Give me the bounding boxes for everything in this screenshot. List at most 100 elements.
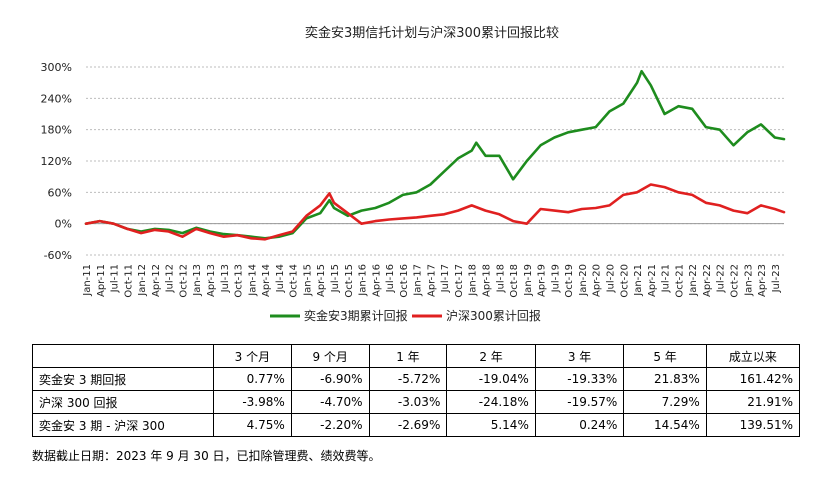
table-cell: -6.90%: [290, 367, 370, 391]
table-cell: 161.42%: [705, 367, 801, 391]
table-header-row: 3 个月 9 个月 1 年 2 年 3 年 5 年 成立以来: [32, 344, 801, 368]
y-tick-label: -60%: [44, 249, 72, 262]
x-tick-label: Jul-13: [220, 264, 231, 293]
table-cell: -19.33%: [534, 367, 625, 391]
x-tick-label: Jan-13: [192, 264, 203, 297]
legend-label: 奕金安3期累计回报: [304, 308, 408, 323]
table-header-cell: 2 年: [446, 344, 536, 368]
data-date-note: 数据截止日期：2023 年 9 月 30 日，已扣除管理费、绩效费等。: [32, 449, 381, 463]
table-cell: 7.29%: [623, 390, 707, 414]
x-tick-label: Oct-19: [564, 264, 575, 298]
x-tick-label: Oct-14: [289, 264, 300, 298]
x-tick-label: Oct-21: [674, 264, 685, 298]
x-tick-label: Jul-17: [440, 264, 451, 293]
table-cell: 21.83%: [623, 367, 707, 391]
x-tick-label: Oct-12: [178, 264, 189, 298]
x-tick-label: Jul-14: [275, 264, 286, 293]
table-header-cell: 5 年: [623, 344, 707, 368]
table-cell: -5.72%: [368, 367, 448, 391]
x-tick-label: Jan-17: [413, 264, 424, 297]
x-tick-label: Oct-17: [454, 264, 465, 298]
x-tick-label: Apr-19: [537, 264, 548, 297]
x-tick-label: Apr-14: [261, 264, 272, 297]
x-tick-label: Apr-17: [426, 264, 437, 297]
table-header-cell: 3 年: [534, 344, 625, 368]
x-tick-label: Apr-18: [482, 264, 493, 297]
table-cell: -3.03%: [368, 390, 448, 414]
x-tick-label: Jul-11: [110, 264, 121, 293]
x-tick-label: Jul-15: [330, 264, 341, 293]
table-header-cell: [32, 344, 214, 368]
table-row: 奕金安 3 期回报 0.77% -6.90% -5.72% -19.04% -1…: [32, 367, 801, 391]
y-tick-label: 240%: [41, 92, 72, 105]
legend-label: 沪深300累计回报: [446, 308, 541, 323]
x-tick-label: Jul-16: [385, 264, 396, 293]
table-header-cell: 成立以来: [705, 344, 801, 368]
x-tick-label: Jan-23: [743, 264, 754, 297]
table-cell: -19.04%: [446, 367, 536, 391]
chart-title: 奕金安3期信托计划与沪深300累计回报比较: [305, 25, 559, 41]
series-line: [84, 69, 786, 240]
table-cell: 4.75%: [213, 413, 292, 437]
table-header-cell: 1 年: [368, 344, 448, 368]
table-cell: 14.54%: [623, 413, 707, 437]
legend: 奕金安3期累计回报 沪深300累计回报: [270, 308, 541, 323]
x-tick-label: Apr-13: [206, 264, 217, 297]
x-tick-label: Oct-20: [619, 264, 630, 298]
x-tick-label: Apr-12: [151, 264, 162, 297]
table-cell: 0.77%: [213, 367, 292, 391]
x-tick-label: Jan-11: [82, 264, 93, 297]
table-cell: 139.51%: [705, 413, 801, 437]
y-tick-label: 300%: [41, 61, 72, 74]
table-row-label: 沪深 300 回报: [32, 390, 214, 414]
table-header-cell: 3 个月: [213, 344, 292, 368]
y-tick-label: 60%: [48, 186, 72, 199]
x-tick-label: Apr-23: [757, 264, 768, 297]
x-tick-label: Jul-12: [165, 264, 176, 293]
x-tick-label: Oct-16: [399, 264, 410, 298]
x-tick-label: Jan-18: [468, 264, 479, 297]
x-tick-label: Oct-18: [509, 264, 520, 298]
x-tick-label: Oct-13: [234, 264, 245, 298]
x-tick-label: Jan-12: [137, 264, 148, 297]
series-lines: [84, 69, 786, 241]
returns-table: 3 个月 9 个月 1 年 2 年 3 年 5 年 成立以来 奕金安 3 期回报…: [32, 344, 801, 437]
x-tick-label: Apr-21: [647, 264, 658, 297]
x-axis: Jan-11 Apr-11 Jul-11 Oct-11 Jan-12 Apr-12 Jul-…: [82, 223, 784, 298]
table-cell: -2.69%: [368, 413, 448, 437]
y-tick-label: 180%: [41, 124, 72, 137]
table-cell: 21.91%: [705, 390, 801, 414]
x-tick-label: Jan-14: [247, 264, 258, 297]
x-tick-label: Apr-11: [96, 264, 107, 297]
table-row-label: 奕金安 3 期回报: [32, 367, 214, 391]
cumulative-return-chart: 奕金安3期信托计划与沪深300累计回报比较 -60% 0% 60% 120% 180% 2…: [41, 25, 786, 323]
x-tick-label: Apr-20: [592, 264, 603, 297]
table-row: 奕金安 3 期 - 沪深 300 4.75% -2.20% -2.69% 5.1…: [32, 413, 801, 437]
y-tick-label: 120%: [41, 155, 72, 168]
table-cell: -3.98%: [213, 390, 292, 414]
x-tick-label: Jul-19: [550, 264, 561, 293]
table-header-cell: 9 个月: [290, 344, 370, 368]
table-cell: -19.57%: [534, 390, 625, 414]
x-tick-label: Jan-19: [523, 264, 534, 297]
table-cell: -24.18%: [446, 390, 536, 414]
x-tick-label: Jul-22: [716, 264, 727, 293]
x-tick-label: Jan-20: [578, 264, 589, 297]
series-line: [84, 183, 786, 241]
table-cell: -2.20%: [290, 413, 370, 437]
x-tick-label: Jul-21: [661, 264, 672, 293]
table-row-label: 奕金安 3 期 - 沪深 300: [32, 413, 214, 437]
table-cell: -4.70%: [290, 390, 370, 414]
table-cell: 0.24%: [534, 413, 625, 437]
x-tick-label: Apr-22: [702, 264, 713, 297]
x-tick-label: Jan-22: [688, 264, 699, 297]
x-tick-label: Oct-11: [123, 264, 134, 298]
x-tick-label: Jul-18: [495, 264, 506, 293]
x-tick-label: Jan-16: [358, 264, 369, 297]
y-axis: -60% 0% 60% 120% 180% 240% 300%: [41, 61, 72, 262]
x-tick-label: Jul-20: [606, 264, 617, 293]
table-cell: 5.14%: [446, 413, 536, 437]
x-tick-label: Oct-15: [344, 264, 355, 298]
x-tick-label: Apr-15: [316, 264, 327, 297]
x-tick-label: Jan-21: [633, 264, 644, 297]
